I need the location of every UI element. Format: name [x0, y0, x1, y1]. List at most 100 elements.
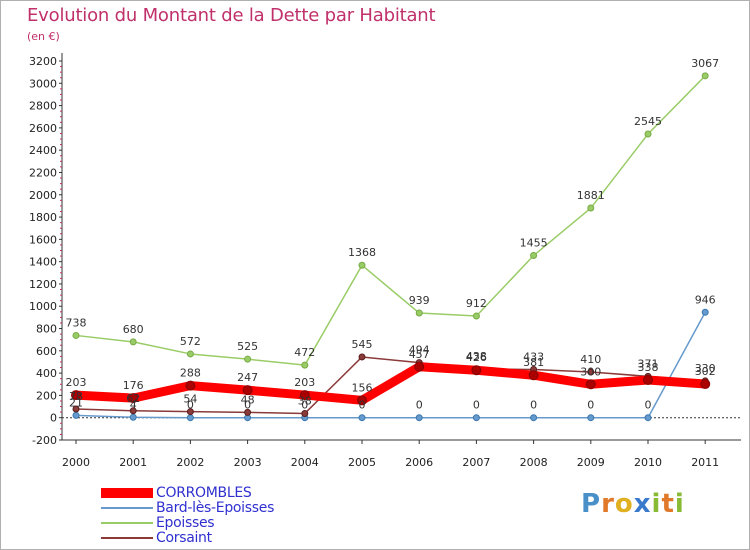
data-label-2: 525	[237, 340, 258, 353]
y-tick-label: 400	[36, 367, 57, 380]
series-point-3	[587, 368, 595, 376]
y-tick-label: 2000	[29, 189, 57, 202]
series-point-0	[71, 390, 81, 401]
data-label-0: 426	[466, 351, 487, 364]
legend-swatch	[101, 521, 153, 524]
data-label-0: 203	[294, 376, 315, 389]
series-line-3	[75, 356, 706, 415]
y-tick-label: 1800	[29, 211, 57, 224]
series-point-1	[644, 414, 652, 422]
legend-swatch	[101, 536, 153, 539]
data-label-1: 0	[530, 399, 537, 412]
data-label-2: 912	[466, 297, 487, 310]
data-label-3: 433	[523, 350, 544, 363]
data-label-0: 288	[180, 367, 201, 380]
chart-legend: CORROMBLES Bard-lès-Epoisses Epoisses Corsa…	[101, 485, 275, 546]
data-label-3: 410	[580, 353, 601, 366]
logo-letter: i	[674, 489, 685, 519]
y-tick-label: 3000	[29, 77, 57, 90]
y-tick-label: 2400	[29, 144, 57, 157]
data-label-0: 156	[352, 381, 373, 394]
logo-letter: r	[601, 489, 615, 519]
x-tick-label: 2004	[291, 456, 319, 469]
data-label-2: 472	[294, 346, 315, 359]
legend-label: Corsaint	[156, 529, 212, 546]
legend-swatch	[101, 506, 153, 509]
y-tick-label: -200	[32, 434, 57, 447]
x-tick-label: 2011	[691, 456, 719, 469]
series-point-2	[129, 338, 137, 346]
series-point-1	[358, 414, 366, 422]
data-label-0: 247	[237, 371, 258, 384]
legend-item: Epoisses	[101, 514, 274, 531]
data-label-2: 2545	[634, 115, 662, 128]
series-point-0	[414, 361, 425, 372]
data-label-2: 572	[180, 335, 201, 348]
series-point-0	[299, 390, 310, 401]
data-label-0: 300	[580, 365, 601, 378]
series-point-3	[186, 408, 194, 416]
data-label-2: 1368	[348, 246, 376, 259]
data-label-2: 1881	[577, 189, 605, 202]
y-tick-label: 2200	[29, 166, 57, 179]
logo-letter: t	[661, 489, 675, 519]
data-label-3: 438	[466, 350, 487, 363]
series-point-2	[530, 252, 538, 260]
series-line-1	[75, 311, 706, 419]
data-label-1: 21	[69, 396, 83, 409]
x-tick-label: 2006	[405, 456, 433, 469]
data-label-1: 946	[695, 293, 716, 306]
series-point-2	[358, 261, 366, 269]
y-tick-label: 1400	[29, 256, 57, 269]
x-tick-label: 2003	[234, 456, 262, 469]
series-point-1	[415, 414, 423, 422]
x-tick-label: 2009	[577, 456, 605, 469]
series-point-3	[72, 405, 80, 413]
data-label-3: 62	[126, 392, 140, 405]
data-label-3: 330	[695, 362, 716, 375]
series-point-2	[186, 350, 194, 358]
x-tick-label: 2001	[119, 456, 147, 469]
y-tick-label: 600	[36, 345, 57, 358]
legend-label: Bard-lès-Epoisses	[156, 499, 275, 516]
series-point-2	[644, 130, 652, 138]
logo-letter: P	[581, 489, 602, 519]
y-tick-label: 2800	[29, 100, 57, 113]
x-tick-label: 2000	[62, 456, 90, 469]
data-label-1: 0	[587, 399, 594, 412]
data-label-0: 203	[66, 376, 87, 389]
y-tick-label: 200	[36, 389, 57, 402]
data-label-0: 457	[409, 348, 430, 361]
y-tick-label: 1000	[29, 300, 57, 313]
data-label-1: 0	[244, 399, 251, 412]
data-label-1: 0	[301, 399, 308, 412]
data-label-0: 302	[695, 365, 716, 378]
series-point-0	[585, 379, 596, 390]
series-point-3	[358, 353, 366, 361]
series-point-2	[301, 361, 309, 369]
legend-label: Epoisses	[156, 514, 215, 531]
data-label-2: 3067	[691, 57, 719, 70]
series-point-3	[244, 408, 252, 416]
logo-letter: o	[614, 489, 634, 519]
legend-item: CORROMBLES	[101, 485, 274, 501]
data-label-0: 176	[123, 379, 144, 392]
series-point-0	[528, 370, 539, 381]
series-point-0	[242, 385, 253, 396]
series-point-1	[129, 413, 137, 421]
series-point-2	[587, 204, 595, 212]
x-tick-label: 2008	[520, 456, 548, 469]
data-label-1: 0	[187, 399, 194, 412]
series-point-0	[700, 379, 711, 390]
series-point-0	[128, 393, 139, 404]
data-label-3: 38	[298, 394, 312, 407]
series-point-2	[472, 312, 480, 320]
y-tick-label: 0	[50, 412, 57, 425]
series-point-1	[72, 411, 80, 419]
chart-subtitle: (en €)	[27, 30, 60, 43]
x-tick-label: 2002	[176, 456, 204, 469]
series-point-3	[129, 407, 137, 415]
data-label-3: 494	[409, 344, 430, 357]
chart-title: Evolution du Montant de la Dette par Hab…	[27, 5, 436, 26]
